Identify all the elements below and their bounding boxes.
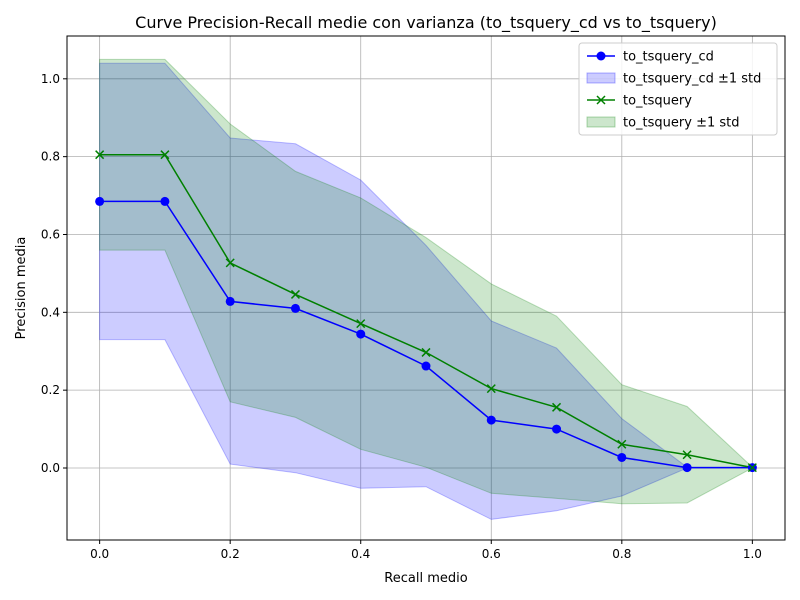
series-1-point-3 — [290, 289, 300, 299]
legend-band-swatch-1 — [586, 116, 616, 128]
y-tick-label-5: 1.0 — [41, 72, 60, 86]
series-1-point-1 — [160, 150, 170, 160]
legend-band-swatch-0 — [586, 72, 616, 84]
x-tick-label-2: 0.4 — [351, 547, 370, 561]
legend-label-3: to_tsquery ±1 std — [623, 116, 740, 131]
series-0-point-7 — [552, 424, 562, 434]
series-0-point-3 — [290, 303, 300, 313]
x-tick-label-5: 1.0 — [743, 547, 762, 561]
legend-marker-1 — [596, 95, 606, 105]
legend-box — [578, 42, 778, 136]
series-1-point-4 — [356, 319, 366, 329]
legend-label-0: to_tsquery_cd — [623, 50, 714, 65]
y-tick-label-0: 0.0 — [41, 461, 60, 475]
series-1-point-9 — [682, 450, 692, 460]
y-axis-ticks: 0.0 0.2 0.4 0.6 0.8 1.0 — [41, 72, 67, 475]
x-tick-label-4: 0.8 — [612, 547, 631, 561]
series-0-point-2 — [225, 296, 235, 306]
y-tick-label-2: 0.4 — [41, 305, 60, 319]
x-axis-label: Recall medio — [384, 571, 467, 586]
legend-label-2: to_tsquery — [623, 94, 692, 109]
x-tick-label-1: 0.2 — [221, 547, 240, 561]
series-0-point-6 — [486, 415, 496, 425]
legend-marker-0 — [596, 51, 606, 61]
series-0-point-4 — [356, 329, 366, 339]
series-1-point-8 — [617, 439, 627, 449]
series-0-point-0 — [95, 196, 105, 206]
plot-frame — [66, 35, 786, 541]
series-1-point-7 — [552, 402, 562, 412]
series-0-point-1 — [160, 196, 170, 206]
x-tick-label-3: 0.6 — [482, 547, 501, 561]
series-1-point-5 — [421, 347, 431, 357]
legend: to_tsquery_cd to_tsquery_cd ±1 std to_tsqu… — [578, 42, 778, 136]
chart-title: Curve Precision-Recall medie con varianz… — [135, 13, 717, 33]
y-tick-label-4: 0.8 — [41, 150, 60, 164]
series-1-point-10 — [747, 463, 757, 473]
series-1-point-0 — [95, 150, 105, 160]
series-1-point-6 — [486, 384, 496, 394]
y-axis-label: Precision media — [14, 237, 29, 340]
legend-label-1: to_tsquery_cd ±1 std — [623, 72, 761, 87]
y-tick-label-1: 0.2 — [41, 383, 60, 397]
series-0-point-8 — [617, 452, 627, 462]
series-markers — [95, 150, 757, 473]
series-0-point-5 — [421, 361, 431, 371]
x-tick-label-0: 0.0 — [90, 547, 109, 561]
series-1-point-2 — [225, 258, 235, 268]
y-tick-label-3: 0.6 — [41, 227, 60, 241]
series-0-point-9 — [682, 463, 692, 473]
x-axis-ticks: 0.0 0.2 0.4 0.6 0.8 1.0 — [90, 540, 762, 561]
